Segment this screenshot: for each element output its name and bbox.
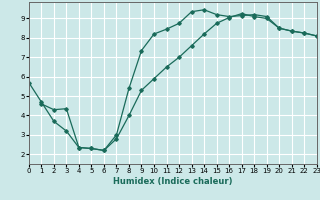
X-axis label: Humidex (Indice chaleur): Humidex (Indice chaleur)	[113, 177, 233, 186]
